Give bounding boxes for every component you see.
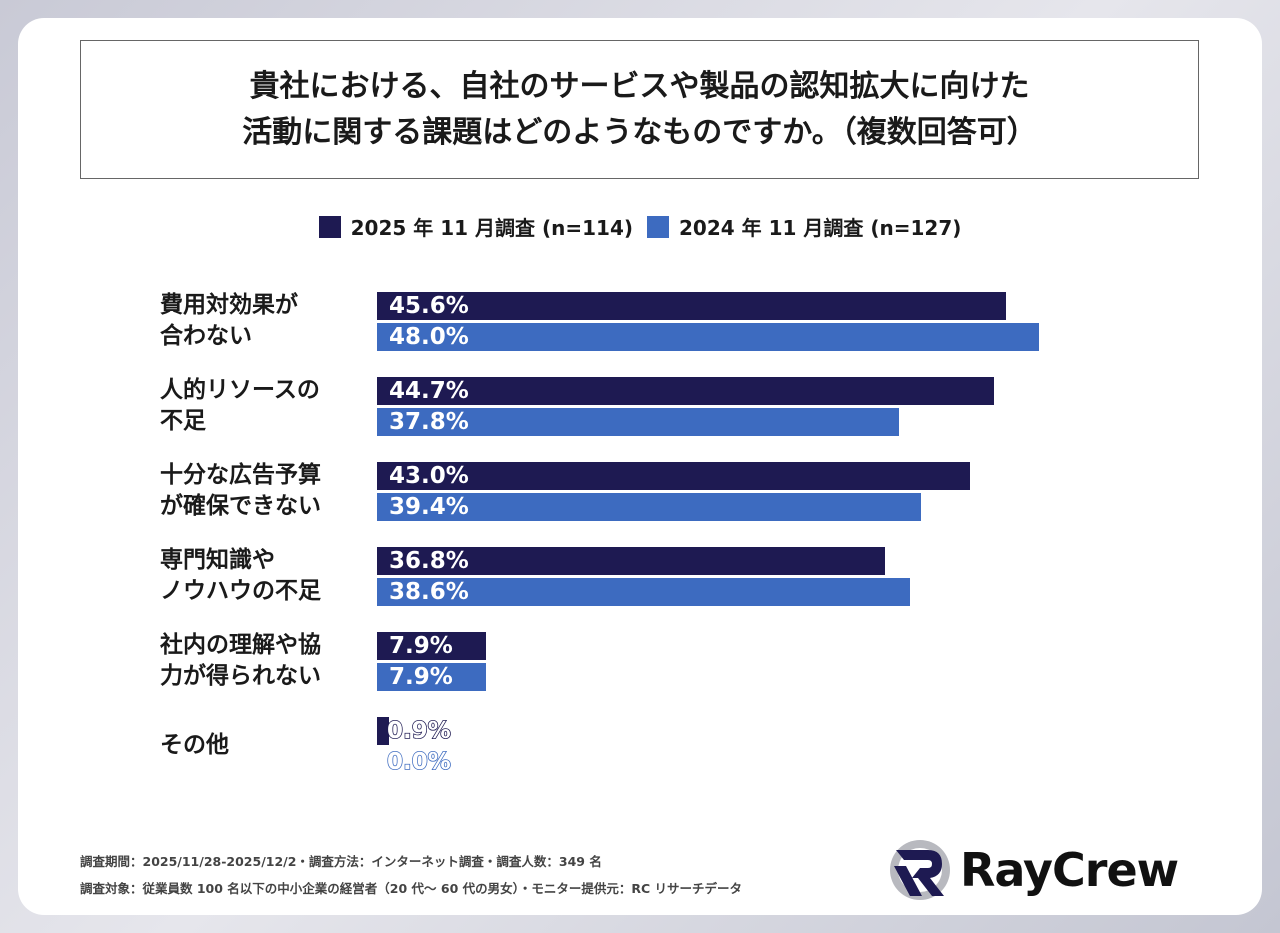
category-label: 社内の理解や協 力が得られない [160, 630, 321, 692]
bar-2024 [377, 323, 1040, 351]
data-label: 7.9% [389, 633, 453, 659]
bar-2024 [377, 663, 487, 691]
data-label: 44.7% [389, 378, 469, 404]
category-label: その他 [160, 730, 229, 761]
category-label: 専門知識やノウハウの不足 [160, 545, 321, 607]
title-line-1: 貴社における、自社のサービスや製品の認知拡大に向けた [249, 68, 1030, 104]
category-label-line: 不足 [160, 408, 206, 434]
bar-2024 [377, 493, 921, 521]
legend-label-2024: 2024 年 11 月調査 (n=127) [679, 216, 962, 240]
legend: 2025 年 11 月調査 (n=114) 2024 年 11 月調査 (n=1… [0, 212, 1280, 241]
legend-swatch-2024 [647, 215, 669, 238]
data-label: 48.0% [389, 324, 469, 350]
category-label-line: 社内の理解や協 [160, 632, 321, 658]
data-label: 43.0% [389, 463, 469, 489]
category-label-line: 十分な広告予算 [160, 462, 321, 488]
category-label-line: 力が得られない [160, 663, 321, 689]
data-label: 0.0% [386, 748, 451, 776]
category-label-line: 合わない [160, 323, 252, 349]
legend-item-2025: 2025 年 11 月調査 (n=114) [318, 212, 633, 241]
data-label: 45.6% [389, 293, 469, 319]
category-label-line: 費用対効果が [160, 292, 298, 318]
category-label-line: が確保できない [160, 493, 321, 519]
bar-2024 [377, 578, 910, 606]
chart-title: 貴社における、自社のサービスや製品の認知拡大に向けた 活動に関する課題はどのよう… [80, 40, 1199, 179]
bar-2025 [377, 292, 1007, 320]
category-label-line: その他 [160, 732, 229, 758]
category-label-line: 人的リソースの [160, 377, 320, 403]
bar-2025 [377, 462, 971, 490]
category-label: 十分な広告予算 が確保できない [160, 460, 321, 522]
legend-item-2024: 2024 年 11 月調査 (n=127) [647, 212, 961, 241]
logo-text: RayCrew [960, 843, 1179, 897]
bar-2024 [377, 408, 899, 436]
legend-swatch-2025 [318, 215, 341, 238]
data-label: 37.8% [389, 409, 469, 435]
data-label: 36.8% [389, 548, 469, 574]
footer-survey-period: 調査期間：2025/11/28-2025/12/2・調査方法：インターネット調査… [80, 854, 602, 869]
data-label: 7.9% [389, 664, 453, 690]
category-label-line: 専門知識や [160, 547, 275, 573]
category-label: 人的リソースの 不足 [160, 375, 320, 437]
raycrew-logo: RayCrew [888, 838, 1179, 902]
category-label-line: ノウハウの不足 [160, 578, 321, 604]
title-line-2: 活動に関する課題はどのようなものですか。（複数回答可） [242, 114, 1037, 150]
data-label: 39.4% [389, 494, 469, 520]
bar-2025 [377, 717, 390, 745]
bar-2025 [377, 547, 885, 575]
legend-label-2025: 2025 年 11 月調査 (n=114) [350, 216, 633, 240]
footer-survey-target: 調査対象：従業員数 100 名以下の中小企業の経営者（20 代～ 60 代の男女… [80, 881, 743, 896]
data-label: 0.9% [386, 717, 451, 745]
category-label: 費用対効果が 合わない [160, 290, 298, 352]
bar-2025 [377, 632, 487, 660]
data-label: 38.6% [389, 579, 469, 605]
bar-2025 [377, 377, 994, 405]
logo-mark-icon [890, 840, 950, 900]
